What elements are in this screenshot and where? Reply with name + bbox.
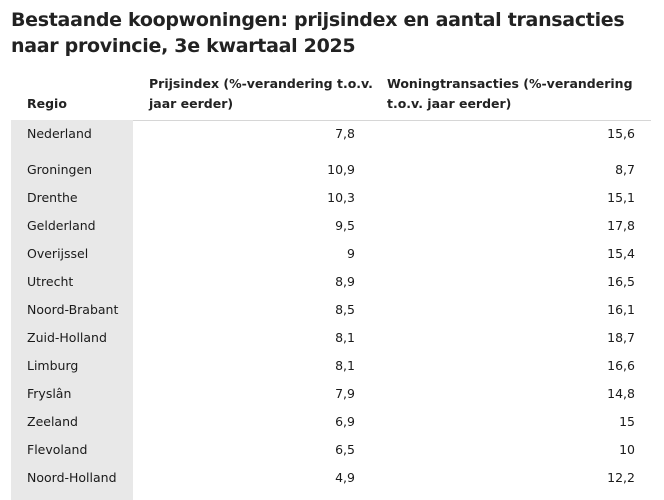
cell-transactions: 18,7 (607, 330, 635, 345)
cell-price-index: 8,1 (335, 358, 355, 373)
cell-transactions: 16,6 (607, 358, 635, 373)
cell-region: Overijssel (27, 246, 89, 261)
cell-region: Utrecht (27, 274, 74, 289)
data-table: Nederland 7,8 15,6 Groningen 10,9 8,7 Drenthe 1… (11, 120, 651, 500)
table-row: Groningen 10,9 8,7 (11, 156, 651, 184)
table-row: Limburg 8,1 16,6 (11, 352, 651, 380)
cell-region: Flevoland (27, 442, 88, 457)
cell-price-index: 6,9 (335, 414, 355, 429)
cell-transactions: 10 (619, 442, 635, 457)
cell-region: Gelderland (27, 218, 96, 233)
cell-transactions: 8,7 (615, 162, 635, 177)
cell-transactions: 14,8 (607, 386, 635, 401)
region-column-background (11, 120, 133, 500)
cell-region: Groningen (27, 162, 93, 177)
table-header: Regio Prijsindex (%-verandering t.o.v. j… (11, 74, 651, 120)
table-row: Utrecht 8,9 16,5 (11, 268, 651, 296)
table-row: Noord-Holland 4,9 12,2 (11, 464, 651, 492)
table-row: Nederland 7,8 15,6 (11, 120, 651, 148)
cell-price-index: 8,1 (335, 330, 355, 345)
cell-price-index: 6,5 (335, 442, 355, 457)
cell-transactions: 15 (619, 414, 635, 429)
cell-region: Nederland (27, 126, 92, 141)
table-row: Zuid-Holland 8,1 18,7 (11, 324, 651, 352)
cell-region: Noord-Brabant (27, 302, 119, 317)
cell-price-index: 7,9 (335, 386, 355, 401)
table-row: Flevoland 6,5 10 (11, 436, 651, 464)
cell-transactions: 15,4 (607, 246, 635, 261)
cell-region: Noord-Holland (27, 470, 117, 485)
cell-price-index: 10,3 (327, 190, 355, 205)
cell-region: Drenthe (27, 190, 78, 205)
header-region: Regio (27, 96, 67, 111)
cell-transactions: 16,5 (607, 274, 635, 289)
cell-transactions: 15,1 (607, 190, 635, 205)
cell-price-index: 7,8 (335, 126, 355, 141)
cell-transactions: 17,8 (607, 218, 635, 233)
cell-transactions: 12,2 (607, 470, 635, 485)
cell-transactions: 15,6 (607, 126, 635, 141)
table-row: Gelderland 9,5 17,8 (11, 212, 651, 240)
cell-price-index: 8,9 (335, 274, 355, 289)
cell-region: Fryslân (27, 386, 72, 401)
cell-price-index: 10,9 (327, 162, 355, 177)
cell-region: Zuid-Holland (27, 330, 107, 345)
table-row: Zeeland 6,9 15 (11, 408, 651, 436)
table-title: Bestaande koopwoningen: prijsindex en aa… (11, 9, 625, 57)
cell-region: Limburg (27, 358, 79, 373)
cell-price-index: 8,5 (335, 302, 355, 317)
cell-price-index: 4,9 (335, 470, 355, 485)
table-row: Noord-Brabant 8,5 16,1 (11, 296, 651, 324)
cell-price-index: 9 (347, 246, 355, 261)
header-price-index: Prijsindex (%-verandering t.o.v. jaar ee… (149, 76, 373, 111)
table-row: Drenthe 10,3 15,1 (11, 184, 651, 212)
cell-transactions: 16,1 (607, 302, 635, 317)
cell-region: Zeeland (27, 414, 78, 429)
table-row: Overijssel 9 15,4 (11, 240, 651, 268)
header-divider (133, 120, 651, 121)
table-row: Fryslân 7,9 14,8 (11, 380, 651, 408)
header-transactions: Woningtransacties (%-verandering t.o.v. … (387, 76, 633, 111)
cell-price-index: 9,5 (335, 218, 355, 233)
